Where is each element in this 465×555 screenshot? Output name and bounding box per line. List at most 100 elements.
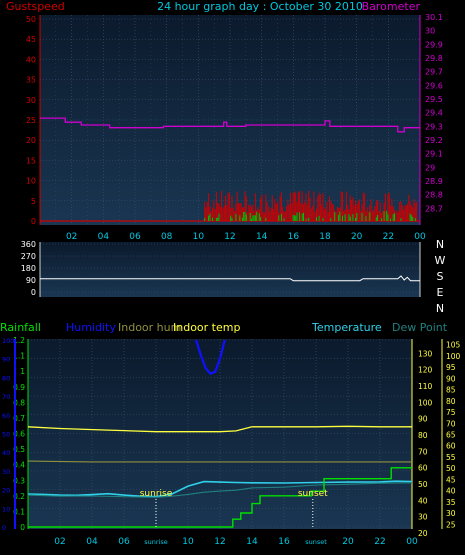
x-tick-label: 16 [278,537,290,547]
temp-tick-label: 50 [446,464,456,473]
gust-axis-title: Gustspeed [6,0,65,13]
indoor-tick-label: 60 [418,464,428,473]
direction-tick-label: 180 [21,264,36,273]
legend-indoor-temp: Indoor temp [173,321,240,334]
gust-tick-label: 25 [26,116,36,125]
rainfall-tick-label: 0.3 [13,476,25,485]
baro-tick-label: 29.7 [425,68,443,77]
rainfall-tick-label: 0.7 [13,414,25,423]
temperature-line [27,480,413,498]
baro-tick-label: 29.9 [425,40,443,49]
baro-tick-label: 30.1 [425,13,443,22]
temp-tick-label: 75 [446,408,456,417]
panel3-axes: 010203040506070809010000.10.20.30.40.50.… [2,336,461,547]
gust-tick-label: 30 [26,96,36,105]
baro-tick-label: 29.1 [425,150,443,159]
baro-tick-label: 29.4 [425,109,443,118]
gust-tick-label: 45 [26,35,36,44]
baro-tick-label: 28.9 [425,177,443,186]
temp-tick-label: 95 [446,363,456,372]
x-tick-label: 20 [351,232,363,242]
x-tick-label: 14 [246,537,258,547]
indoor-tick-label: 100 [418,398,433,407]
dew-point-line [27,482,413,498]
indoor-tick-label: 70 [418,447,428,456]
x-tick-label: 02 [66,232,77,242]
compass-e: E [437,286,444,299]
x-tick-label: 10 [193,232,205,242]
direction-tick-label: 90 [26,276,36,285]
rainfall-tick-label: 0.1 [13,507,25,516]
x-tick-label: 20 [342,537,354,547]
humidity-tick-label: 50 [2,431,10,439]
x-tick-label: 12 [214,537,225,547]
humidity-tick-label: 10 [2,505,10,513]
compass-w: W [435,254,446,267]
indoor-temp-line [27,425,412,433]
gust-tick-label: 15 [26,156,36,165]
barometer-line [40,117,420,133]
x-tick-label: 08 [161,232,173,242]
humidity-tick-label: 90 [2,356,10,364]
direction-tick-label: 360 [21,240,36,249]
indoor-tick-label: 130 [418,349,433,358]
x-tick-label: sunrise [144,538,168,546]
rainfall-tick-label: 0.6 [13,430,25,439]
baro-tick-label: 30 [425,27,435,36]
climate-legend: Rainfall Humidity Indoor hum Indoor temp… [0,321,448,334]
x-tick-label: 18 [319,232,331,242]
indoor-tick-label: 50 [418,480,428,489]
compass-n-top: N [436,238,444,251]
panel2-series [40,275,420,282]
x-tick-label: 04 [98,232,110,242]
legend-humidity: Humidity [66,321,116,334]
rainfall-tick-label: 0.8 [13,398,25,407]
baro-tick-label: 29.8 [425,54,443,63]
temp-tick-label: 30 [446,509,456,518]
sun-markers: sunrise sunset [140,489,328,529]
legend-temperature: Temperature [311,321,382,334]
humidity-line [194,339,226,376]
rainfall-tick-label: 1 [20,367,25,376]
rainfall-tick-label: 1.1 [13,352,25,361]
temp-tick-label: 55 [446,453,456,462]
baro-tick-label: 29.2 [425,136,443,145]
temp-tick-label: 105 [446,341,461,350]
gust-tick-label: 20 [26,136,36,145]
graph-title: 24 hour graph day : October 30 2010 [157,0,363,13]
gust-tick-label: 50 [26,15,36,24]
x-tick-label: 00 [414,232,426,242]
compass-s: S [437,270,444,283]
gust-tick-label: 5 [31,197,36,206]
humidity-tick-label: 20 [2,487,10,495]
barometer-axis-title: Barometer [362,0,421,13]
indoor-tick-label: 40 [418,496,428,505]
x-tick-label: 00 [406,537,418,547]
gust-tick-label: 10 [26,177,36,186]
x-tick-label: 14 [256,232,268,242]
temp-tick-label: 85 [446,386,456,395]
legend-dew-point: Dew Point [392,321,448,334]
rainfall-tick-label: 0.2 [13,492,25,501]
panel1-series [40,117,420,133]
gust-bars [40,190,420,222]
humidity-tick-label: 40 [2,449,10,457]
temp-tick-label: 25 [446,520,456,529]
x-tick-label: 04 [86,537,98,547]
baro-tick-label: 29.3 [425,122,443,131]
gust-tick-label: 0 [31,217,36,226]
temp-tick-label: 100 [446,352,461,361]
temp-tick-label: 35 [446,498,456,507]
indoor-tick-label: 120 [418,366,433,375]
gust-tick-label: 40 [26,55,36,64]
legend-indoor-hum: Indoor hum [118,321,181,334]
indoor-tick-label: 110 [418,382,433,391]
sunrise-label: sunrise [140,489,173,499]
baro-tick-label: 28.7 [425,204,443,213]
direction-line [40,275,420,282]
temp-tick-label: 45 [446,475,456,484]
temp-tick-label: 80 [446,397,456,406]
temp-tick-label: 40 [446,487,456,496]
x-tick-label: 06 [118,537,130,547]
